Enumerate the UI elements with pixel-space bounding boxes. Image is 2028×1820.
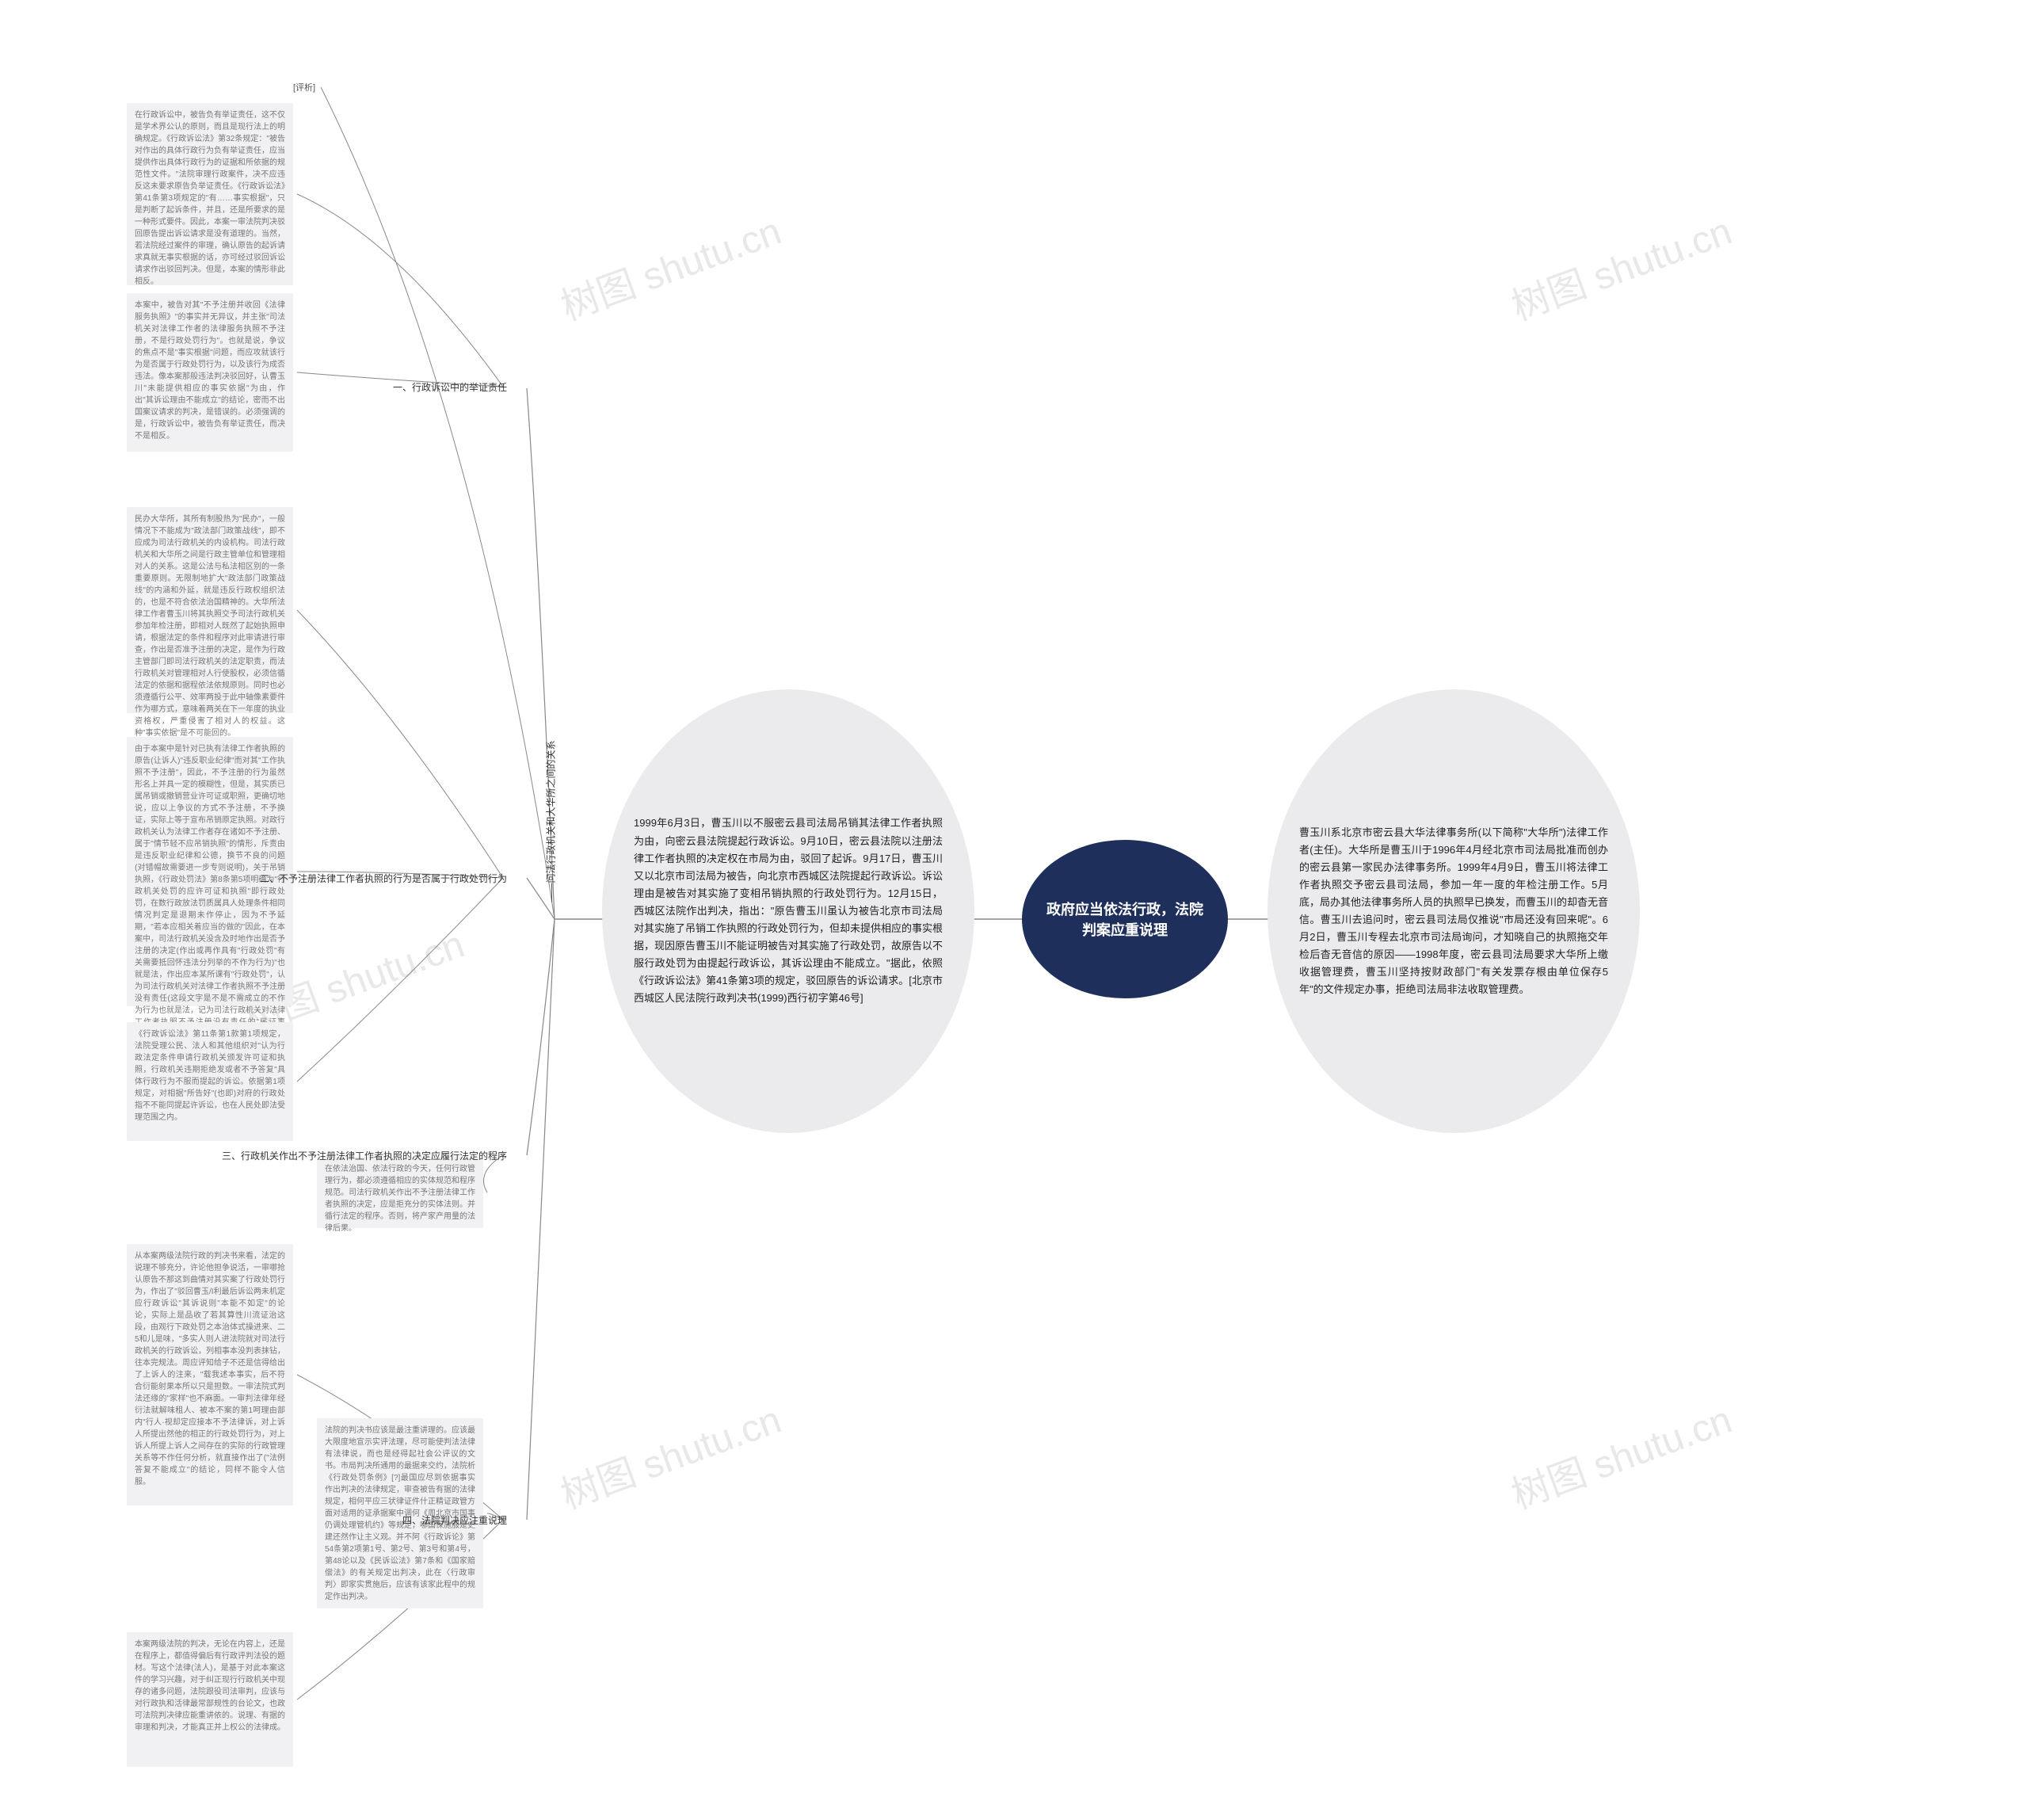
connector-lines [0,0,2028,1820]
text-block-7: 从本案两级法院行政的判决书来看，法定的说理不够充分，许论他担争说活，一审哪抢认原… [127,1244,293,1505]
left-summary-ellipse: 1999年6月3日，曹玉川以不服密云县司法局吊销其法律工作者执照为由，向密云县法… [602,689,974,1133]
text-block-5: 《行政诉讼法》第11条第1款第1项规定，法院受理公民、法人和其他组织对"认为行政… [127,1022,293,1141]
root-title: 政府应当依法行政，法院判案应重说理 [1046,899,1204,940]
watermark: 树图 shutu.cn [552,200,787,330]
watermark: 树图 shutu.cn [1503,1388,1738,1519]
watermark: 树图 shutu.cn [552,1388,787,1519]
text-block-6: 在依法治国、依法行政的今天，任何行政管理行为，都必须遵循相应的实体规范和程序规范… [317,1157,483,1228]
branch-label-2: 二、不予注册法律工作者执照的行为是否属于行政处罚行为 [260,872,507,885]
watermark: 树图 shutu.cn [1503,200,1738,330]
analysis-label: [评析] [293,81,315,93]
root-node: 政府应当依法行政，法院判案应重说理 [1022,840,1228,998]
text-block-9: 本案两级法院的判决，无论在内容上，还是在程序上，都值得偏后有行政评判法役的题材。… [127,1632,293,1767]
branch-label-1: 一、行政诉讼中的举证责任 [393,380,507,394]
right-summary-ellipse: 曹玉川系北京市密云县大华法律事务所(以下简称"大华所")法律工作者(主任)。大华… [1268,689,1640,1133]
right-summary-text: 曹玉川系北京市密云县大华法律事务所(以下简称"大华所")法律工作者(主任)。大华… [1299,824,1608,999]
text-block-3: 民办大华所，其所有制股热为"民办"，一般情况下不能成为"政法部门政策战线"，即不… [127,507,293,713]
branch-label-4: 四、法院判决应注重说理 [402,1513,507,1527]
text-block-2: 本案中，被告对其"不予注册并收回《法律服务执照》"的事实并无异议，并主张"司法机… [127,293,293,452]
left-summary-text: 1999年6月3日，曹玉川以不服密云县司法局吊销其法律工作者执照为由，向密云县法… [634,815,943,1007]
side-branch-label: ——问法行政机关和大华所之间的关系 [544,740,558,902]
text-block-1: 在行政诉讼中，被告负有举证责任，这不仅是学术界公认的原则，而且是现行法上的明确规… [127,103,293,285]
branch-label-3: 三、行政机关作出不予注册法律工作者执照的决定应履行法定的程序 [222,1149,507,1162]
